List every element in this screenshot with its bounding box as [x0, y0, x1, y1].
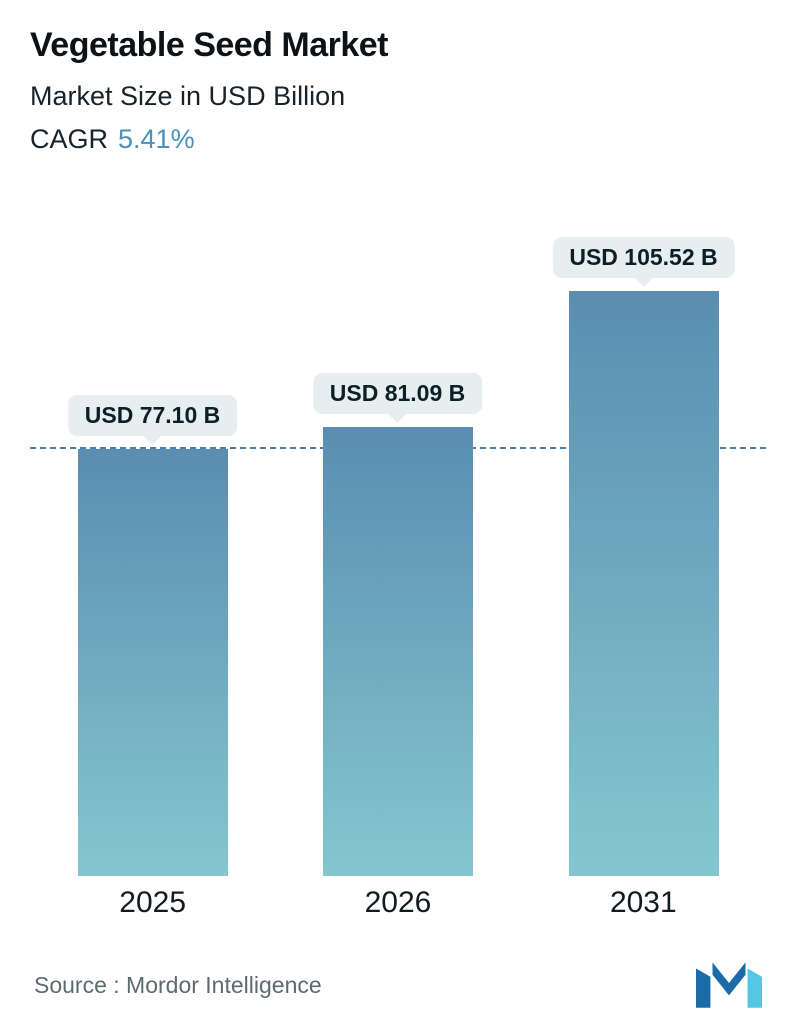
mordor-intelligence-logo: [696, 962, 762, 1008]
chart-plot-area: USD 77.10 B USD 81.09 B USD 105.52 B: [30, 221, 766, 877]
bar-chart: USD 77.10 B USD 81.09 B USD 105.52 B 2025 2…: [30, 221, 766, 920]
chart-subtitle: Market Size in USD Billion: [30, 81, 346, 112]
x-axis: 2025 2026 2031: [30, 886, 766, 920]
x-axis-label: 2026: [364, 886, 432, 920]
header: Vegetable Seed Market Market Size in USD…: [30, 26, 766, 155]
bar-column: USD 105.52 B: [521, 221, 766, 877]
source-text: Source : Mordor Intelligence: [34, 971, 322, 998]
bar-value-label: USD 105.52 B: [552, 237, 735, 279]
page-title: Vegetable Seed Market: [30, 26, 389, 64]
x-axis-label: 2031: [609, 886, 677, 920]
cagr-label: CAGR: [30, 124, 109, 155]
x-axis-label: 2025: [119, 886, 187, 920]
bar-column: USD 81.09 B: [275, 221, 520, 877]
bar-2031: [568, 291, 719, 877]
bar-2026: [322, 427, 473, 877]
bar-value-label: USD 81.09 B: [312, 373, 483, 415]
bar-column: USD 77.10 B: [30, 221, 275, 877]
bar-value-label: USD 77.10 B: [67, 395, 238, 437]
cagr-row: CAGR 5.41%: [30, 124, 766, 155]
cagr-value: 5.41%: [118, 124, 195, 155]
footer: Source : Mordor Intelligence: [30, 962, 766, 1010]
bar-2025: [77, 449, 228, 877]
